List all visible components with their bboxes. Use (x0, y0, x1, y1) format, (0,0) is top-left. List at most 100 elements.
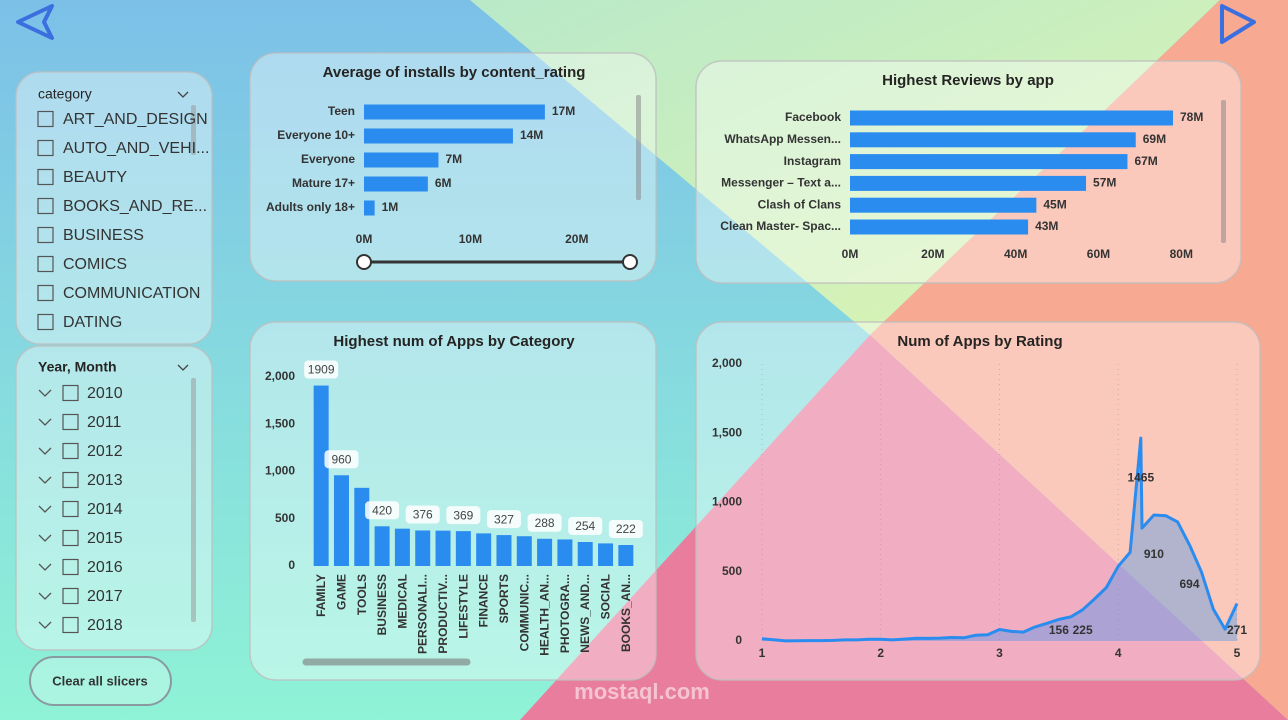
expand-icon[interactable] (38, 389, 52, 397)
scrollbar[interactable] (636, 95, 641, 200)
bar (354, 487, 370, 566)
line (761, 436, 1239, 643)
checkbox[interactable] (37, 168, 54, 186)
slicer-item[interactable]: BEAUTY (63, 169, 127, 186)
data-label: 960 (331, 452, 351, 466)
slicer-dropdown[interactable] (177, 364, 189, 371)
x-tick-label: 0M (842, 247, 859, 261)
watermark: mostaql.com (574, 679, 710, 704)
expand-icon[interactable] (38, 447, 52, 455)
slicer-item[interactable]: 2016 (87, 559, 123, 576)
data-label-box (304, 360, 339, 379)
checkbox[interactable] (37, 110, 54, 128)
category-label: Everyone (301, 152, 355, 166)
checkbox[interactable] (62, 413, 79, 431)
checkbox[interactable] (62, 471, 79, 489)
x-tick-label: SPORTS (497, 574, 511, 623)
data-label-box (568, 516, 603, 535)
x-tick-label: FINANCE (477, 574, 491, 627)
x-tick-label: PERSONALI... (416, 574, 430, 654)
slicer-dropdown[interactable] (177, 91, 189, 98)
bar (850, 175, 1087, 191)
checkbox[interactable] (62, 529, 79, 547)
expand-icon[interactable] (38, 563, 52, 571)
content: category ART_AND_DESIGN AUTO_AND_VEHI... BE… (29, 64, 1247, 706)
slicer-item[interactable]: 2017 (87, 588, 123, 605)
bar (313, 385, 329, 566)
checkbox[interactable] (37, 313, 54, 331)
bar (455, 531, 471, 566)
checkbox[interactable] (37, 197, 54, 215)
chart-title: Highest Reviews by app (882, 72, 1054, 89)
slicer-item[interactable]: BUSINESS (63, 227, 144, 244)
slicer-item[interactable]: COMICS (63, 256, 127, 273)
slicer-item[interactable]: 2014 (87, 501, 123, 518)
x-tick-label: MEDICAL (395, 574, 409, 629)
checkbox[interactable] (62, 384, 79, 402)
y-tick-label: 1,000 (265, 464, 295, 478)
area (762, 438, 1237, 641)
slicer-item[interactable]: DATING (63, 314, 122, 331)
expand-icon[interactable] (38, 621, 52, 629)
x-tick-label: BOOKS_AN... (619, 574, 633, 652)
bar (850, 197, 1037, 213)
checkbox[interactable] (62, 442, 79, 460)
category-label: Facebook (785, 110, 841, 124)
expand-icon[interactable] (38, 476, 52, 484)
data-label-box (527, 513, 562, 532)
range-slider-handle[interactable] (356, 254, 372, 270)
clear-button-label[interactable]: Clear all slicers (52, 673, 147, 688)
expand-icon[interactable] (38, 418, 52, 426)
slicer-item[interactable]: COMMUNICATION (63, 285, 200, 302)
slicer-item[interactable]: 2013 (87, 472, 123, 489)
x-tick-label: 80M (1170, 247, 1193, 261)
bar (374, 526, 390, 566)
slicer-item[interactable]: 2015 (87, 530, 123, 547)
y-tick-label: 500 (275, 511, 295, 525)
bar (364, 152, 439, 168)
slicer-item[interactable]: 2010 (87, 385, 123, 402)
data-label: 7M (445, 152, 462, 166)
checkbox[interactable] (62, 587, 79, 605)
slicer-item[interactable]: 2011 (87, 414, 122, 431)
data-label: 17M (552, 104, 575, 118)
data-label: 43M (1035, 219, 1058, 233)
y-tick-label: 1,500 (265, 416, 295, 430)
bar (364, 176, 428, 192)
slicer-item[interactable]: 2012 (87, 443, 123, 460)
expand-icon[interactable] (38, 592, 52, 600)
slicer-item[interactable]: BOOKS_AND_RE... (63, 198, 207, 215)
panel (15, 71, 213, 345)
scrollbar (191, 378, 196, 622)
checkbox[interactable] (37, 226, 54, 244)
checkbox[interactable] (62, 616, 79, 634)
scrollbar[interactable] (1221, 100, 1226, 243)
range-slider-handle[interactable] (622, 254, 638, 270)
checkbox[interactable] (37, 255, 54, 273)
y-tick-label: 1,500 (712, 425, 742, 439)
expand-icon[interactable] (38, 505, 52, 513)
slicer-item[interactable]: AUTO_AND_VEHI... (63, 140, 209, 157)
data-label-box (446, 506, 481, 525)
checkbox[interactable] (62, 558, 79, 576)
category-label: WhatsApp Messen... (724, 132, 841, 146)
bar (364, 104, 545, 120)
expand-icon[interactable] (38, 534, 52, 542)
x-tick-label: 2 (877, 646, 884, 660)
x-tick-label: NEWS_AND... (578, 574, 592, 653)
clear-button[interactable] (29, 656, 172, 706)
slicer-item[interactable]: 2018 (87, 617, 123, 634)
data-label: 288 (535, 516, 555, 530)
checkbox[interactable] (37, 284, 54, 302)
data-label: 1465 (1127, 470, 1154, 484)
nav-prev[interactable] (16, 4, 54, 40)
y-tick-label: 2,000 (712, 356, 742, 370)
chart-title: Average of installs by content_rating (323, 64, 586, 81)
checkbox[interactable] (37, 139, 54, 157)
nav-next[interactable] (1220, 4, 1256, 44)
slicer-item[interactable]: ART_AND_DESIGN (63, 111, 208, 128)
checkbox[interactable] (62, 500, 79, 518)
slicer-title: category (38, 86, 92, 102)
x-tick-label: HEALTH_AN... (538, 574, 552, 656)
